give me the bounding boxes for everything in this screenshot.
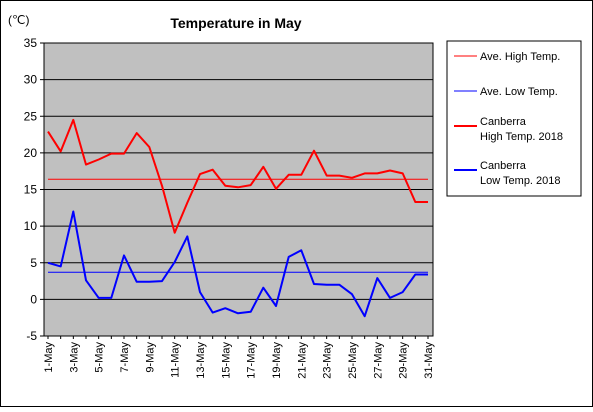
x-tick-label: 9-May <box>144 342 156 373</box>
legend: Ave. High Temp. Ave. Low Temp. Canberra Hig… <box>454 51 563 187</box>
x-tick-label: 21-May <box>296 342 308 379</box>
x-axis-tick-labels: 1-May 3-May 5-May 7-May 9-May 11-May 13-May 15-… <box>43 342 435 379</box>
gridlines <box>40 42 433 339</box>
x-tick-label: 11-May <box>170 342 182 378</box>
series-line <box>47 118 428 234</box>
y-tick-label: 35 <box>24 36 38 50</box>
x-tick-label: 31-May <box>423 342 435 379</box>
legend-label: Canberra <box>480 160 527 172</box>
y-tick-label: 20 <box>24 146 38 160</box>
y-tick-label: 10 <box>24 219 38 233</box>
series-lines <box>47 118 428 318</box>
x-tick-label: 5-May <box>94 342 106 373</box>
legend-label: High Temp. 2018 <box>480 131 563 143</box>
x-tick-label: 13-May <box>195 342 207 379</box>
x-tick-label: 23-May <box>322 342 334 379</box>
x-tick-label: 27-May <box>372 342 384 379</box>
y-tick-label: 5 <box>30 256 37 270</box>
y-tick-label: 15 <box>24 183 38 197</box>
unit-label: (℃) <box>8 13 29 27</box>
x-tick-label: 17-May <box>246 342 258 379</box>
x-tick-label: 15-May <box>220 342 232 379</box>
y-tick-label: 25 <box>24 109 38 123</box>
legend-label: Ave. Low Temp. <box>480 86 558 98</box>
y-tick-label: 30 <box>24 73 38 87</box>
y-tick-label: -5 <box>26 329 37 343</box>
y-axis-tick-labels: -5 0 5 10 15 20 25 30 35 <box>24 36 38 343</box>
y-tick-label: 0 <box>30 292 37 306</box>
legend-label: Ave. High Temp. <box>480 51 560 63</box>
x-tick-label: 19-May <box>271 342 283 379</box>
x-tick-label: 7-May <box>119 342 131 373</box>
x-tick-label: 1-May <box>43 342 55 373</box>
x-tick-label: 25-May <box>347 342 359 379</box>
legend-label: Low Temp. 2018 <box>480 175 561 187</box>
chart-title: Temperature in May <box>170 15 301 31</box>
x-tick-label: 3-May <box>68 342 80 373</box>
series-line <box>47 210 428 318</box>
x-tick-label: 29-May <box>398 342 410 379</box>
legend-label: Canberra <box>480 116 527 128</box>
